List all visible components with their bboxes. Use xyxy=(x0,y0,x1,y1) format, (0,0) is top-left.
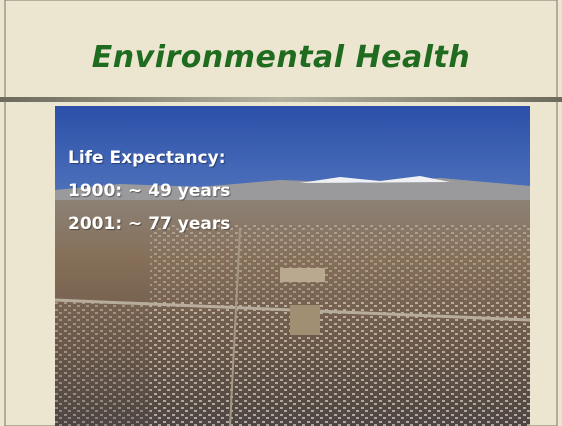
slide-body: Life Expectancy: 1900: ~ 49 years 2001: … xyxy=(68,142,230,241)
body-line: Life Expectancy: xyxy=(68,142,230,175)
slide: Environmental Health Life Expectancy: 19… xyxy=(0,0,562,426)
body-line: 2001: ~ 77 years xyxy=(68,208,230,241)
slide-title: Environmental Health xyxy=(0,40,562,75)
body-line: 1900: ~ 49 years xyxy=(68,175,230,208)
